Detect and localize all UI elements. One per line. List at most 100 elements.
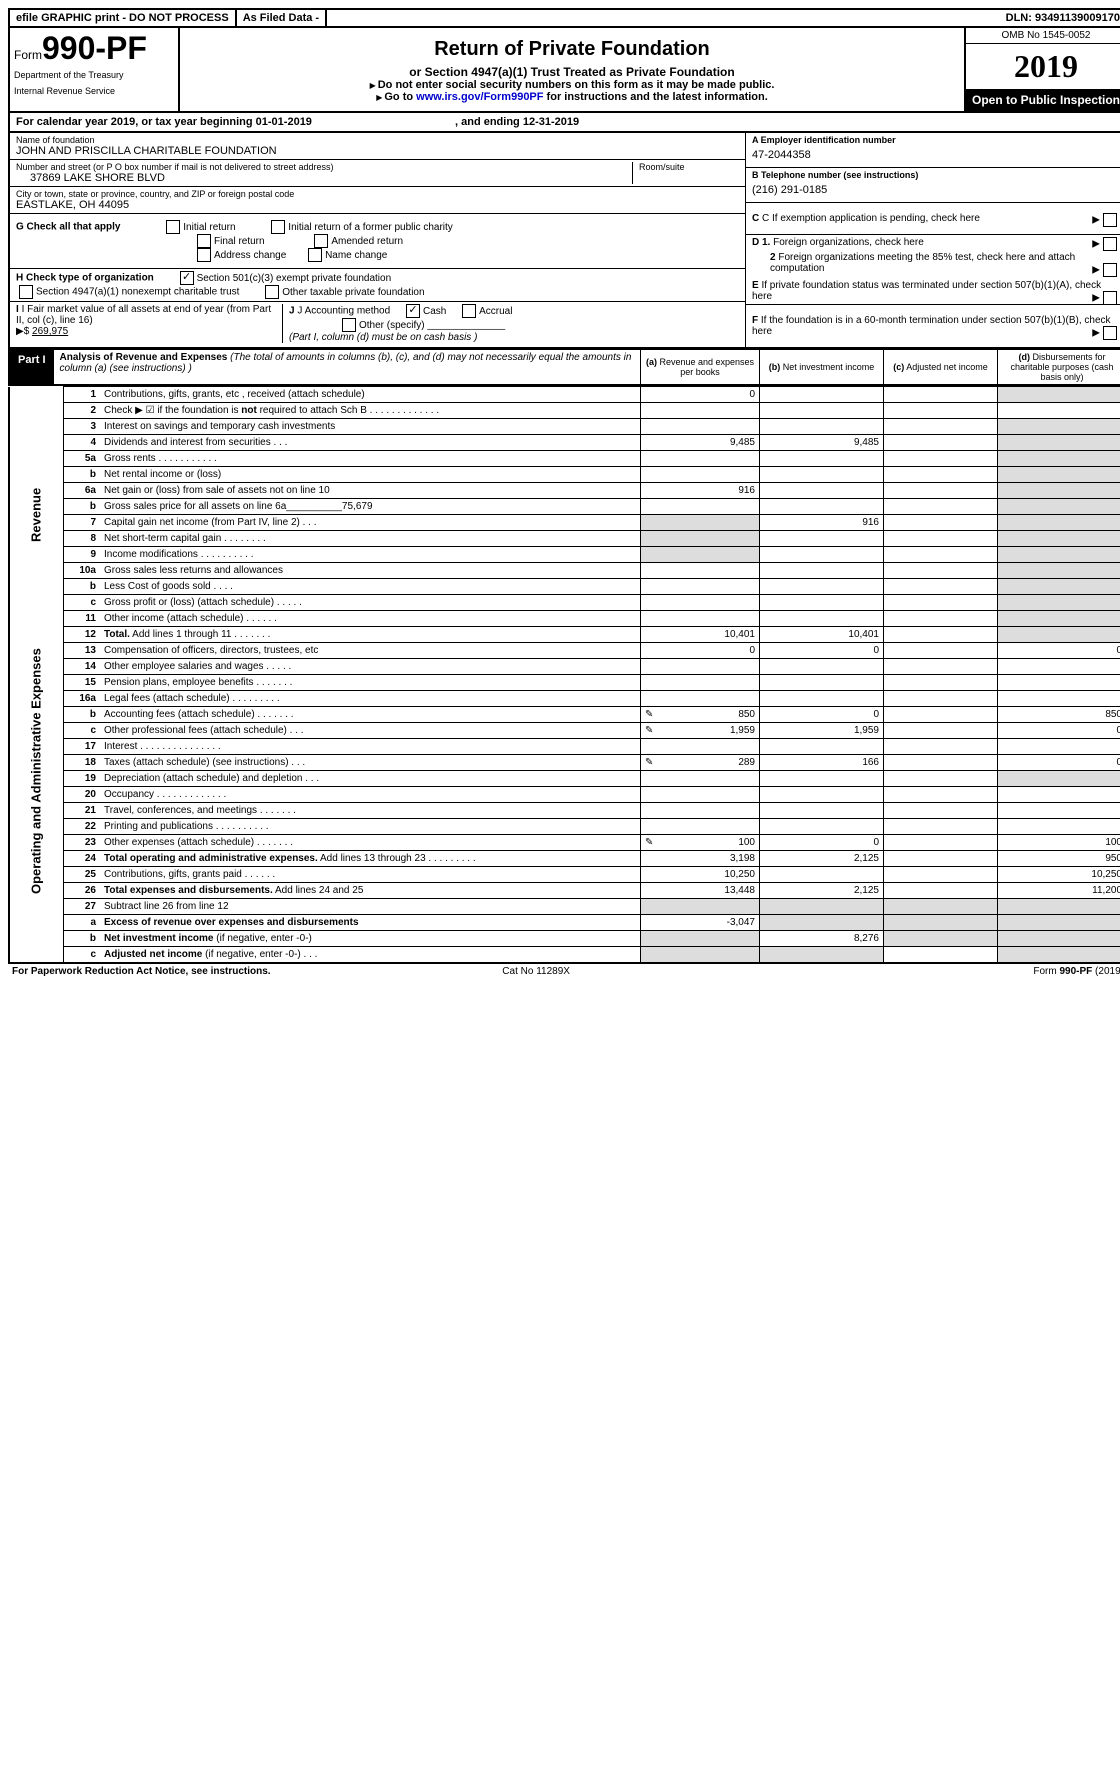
- col-c-header: (c) Adjusted net income: [883, 350, 997, 384]
- row-number: 21: [64, 803, 101, 819]
- checkbox-d1[interactable]: [1103, 237, 1117, 251]
- checkbox-c[interactable]: [1103, 213, 1117, 227]
- cell-b: [760, 659, 884, 675]
- row-number: 15: [64, 675, 101, 691]
- row-text: Adjusted net income (if negative, enter …: [100, 947, 641, 964]
- row-number: 17: [64, 739, 101, 755]
- row-number: 2: [64, 403, 101, 419]
- row-text: Check ▶ ☑ if the foundation is not requi…: [100, 403, 641, 419]
- table-row: 12Total. Add lines 1 through 11 . . . . …: [9, 627, 1120, 643]
- row-number: 27: [64, 899, 101, 915]
- checkbox-d2[interactable]: [1103, 263, 1117, 277]
- cell-d: 11,200: [998, 883, 1120, 899]
- cell-b: [760, 547, 884, 563]
- cell-c: [884, 643, 998, 659]
- section-c: C C If exemption application is pending,…: [746, 203, 1120, 235]
- row-text: Occupancy . . . . . . . . . . . . .: [100, 787, 641, 803]
- checkbox-address[interactable]: [197, 248, 211, 262]
- checkbox-501c3[interactable]: ✓: [180, 271, 194, 285]
- table-row: 11Other income (attach schedule) . . . .…: [9, 611, 1120, 627]
- cell-c: [884, 947, 998, 964]
- cell-c: [884, 611, 998, 627]
- cell-b: [760, 579, 884, 595]
- cell-d: [998, 483, 1120, 499]
- cell-b: 2,125: [760, 883, 884, 899]
- group-label-empty: [9, 899, 64, 964]
- table-row: 3Interest on savings and temporary cash …: [9, 419, 1120, 435]
- checkbox-f[interactable]: [1103, 326, 1117, 340]
- cell-d: [998, 595, 1120, 611]
- cell-d: [998, 547, 1120, 563]
- cell-b: 9,485: [760, 435, 884, 451]
- row-number: 9: [64, 547, 101, 563]
- section-f: F If the foundation is in a 60-month ter…: [746, 305, 1120, 347]
- checkbox-4947[interactable]: [19, 285, 33, 299]
- cell-b: [760, 595, 884, 611]
- form-title: Return of Private Foundation: [186, 38, 958, 61]
- cell-c: [884, 595, 998, 611]
- checkbox-initial[interactable]: [166, 220, 180, 234]
- top-bar: efile GRAPHIC print - DO NOT PROCESS As …: [8, 8, 1120, 28]
- foundation-name-cell: Name of foundation JOHN AND PRISCILLA CH…: [10, 133, 745, 160]
- checkbox-final[interactable]: [197, 234, 211, 248]
- cell-c: [884, 723, 998, 739]
- table-row: bAccounting fees (attach schedule) . . .…: [9, 707, 1120, 723]
- cell-d: 950: [998, 851, 1120, 867]
- info-grid: Name of foundation JOHN AND PRISCILLA CH…: [8, 133, 1120, 349]
- cell-a: [641, 515, 760, 531]
- cell-b: [760, 531, 884, 547]
- cell-b: 166: [760, 755, 884, 771]
- cell-d: 0: [998, 755, 1120, 771]
- table-row: 6aNet gain or (loss) from sale of assets…: [9, 483, 1120, 499]
- cell-a: [641, 531, 760, 547]
- cell-d: [998, 627, 1120, 643]
- cell-b: 2,125: [760, 851, 884, 867]
- checkbox-accrual[interactable]: [462, 304, 476, 318]
- table-row: 16aLegal fees (attach schedule) . . . . …: [9, 691, 1120, 707]
- cell-b: [760, 387, 884, 403]
- checkbox-amended[interactable]: [314, 234, 328, 248]
- cell-a: [641, 547, 760, 563]
- cell-a: [641, 579, 760, 595]
- cell-a: [641, 899, 760, 915]
- table-row: Revenue1Contributions, gifts, grants, et…: [9, 387, 1120, 403]
- row-number: b: [64, 707, 101, 723]
- city-cell: City or town, state or province, country…: [10, 187, 745, 214]
- table-row: 7Capital gain net income (from Part IV, …: [9, 515, 1120, 531]
- table-row: 17Interest . . . . . . . . . . . . . . .: [9, 739, 1120, 755]
- cell-d: [998, 691, 1120, 707]
- checkbox-name[interactable]: [308, 248, 322, 262]
- row-text: Travel, conferences, and meetings . . . …: [100, 803, 641, 819]
- analysis-table: Revenue1Contributions, gifts, grants, et…: [8, 386, 1120, 964]
- cell-c: [884, 419, 998, 435]
- table-row: bLess Cost of goods sold . . . .: [9, 579, 1120, 595]
- checkbox-other-method[interactable]: [342, 318, 356, 332]
- cell-d: [998, 515, 1120, 531]
- checkbox-initial-former[interactable]: [271, 220, 285, 234]
- cell-d: 10,250: [998, 867, 1120, 883]
- table-row: 20Occupancy . . . . . . . . . . . . .: [9, 787, 1120, 803]
- col-b-header: (b) Net investment income: [759, 350, 883, 384]
- row-number: 7: [64, 515, 101, 531]
- asfiled-label: As Filed Data -: [237, 10, 327, 26]
- checkbox-e[interactable]: [1103, 291, 1117, 305]
- checkbox-other-tax[interactable]: [265, 285, 279, 299]
- cell-d: [998, 611, 1120, 627]
- irs-link[interactable]: www.irs.gov/Form990PF: [416, 91, 543, 103]
- row-text: Compensation of officers, directors, tru…: [100, 643, 641, 659]
- cell-b: [760, 867, 884, 883]
- cell-c: [884, 707, 998, 723]
- cell-a: 916: [641, 483, 760, 499]
- cell-a: [641, 403, 760, 419]
- row-text: Subtract line 26 from line 12: [100, 899, 641, 915]
- cell-d: [998, 659, 1120, 675]
- checkbox-cash[interactable]: ✓: [406, 304, 420, 318]
- row-number: 22: [64, 819, 101, 835]
- cell-c: [884, 451, 998, 467]
- cell-b: 1,959: [760, 723, 884, 739]
- table-row: aExcess of revenue over expenses and dis…: [9, 915, 1120, 931]
- cell-b: 916: [760, 515, 884, 531]
- row-text: Contributions, gifts, grants, etc , rece…: [100, 387, 641, 403]
- row-number: 12: [64, 627, 101, 643]
- row-text: Income modifications . . . . . . . . . .: [100, 547, 641, 563]
